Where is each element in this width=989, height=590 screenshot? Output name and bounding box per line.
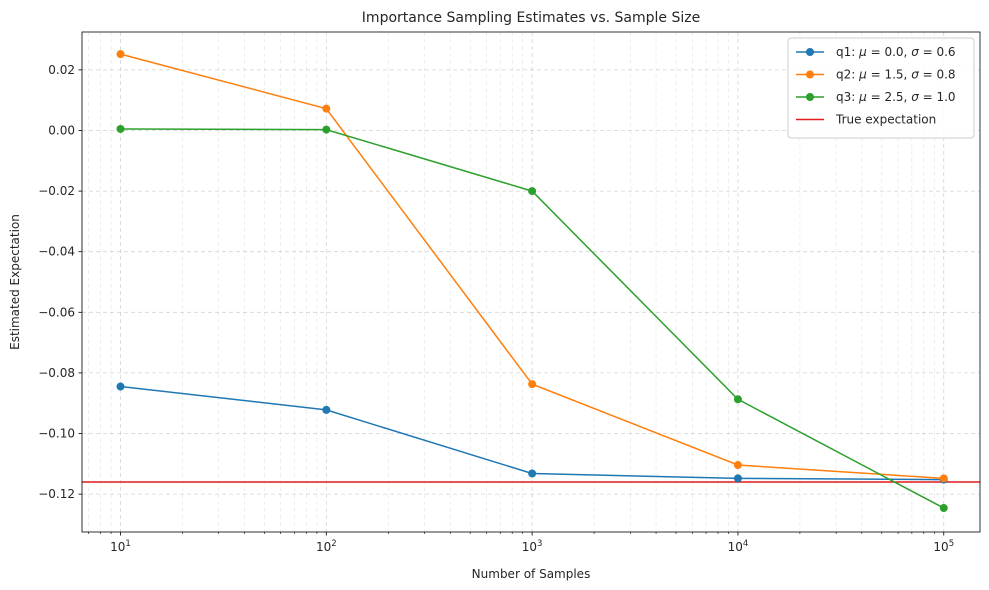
q3-data-point: [528, 187, 537, 196]
legend-label-true-expectation: True expectation: [835, 113, 936, 127]
x-tick-label-exponent: 2: [331, 539, 336, 549]
y-tick-label: −0.04: [38, 245, 75, 259]
legend-label-q1: q1: μ = 0.0, σ = 0.6: [836, 45, 956, 59]
plot-frame: [81, 31, 981, 533]
x-tick-label-base: 10: [110, 540, 125, 554]
x-tick-label: 104: [728, 539, 749, 554]
legend-mu-value: 0.0: [884, 45, 903, 59]
q1-data-point: [528, 469, 537, 478]
y-tick-label: −0.08: [38, 366, 75, 380]
x-tick-label-exponent: 4: [743, 539, 748, 549]
y-tick-label: −0.02: [38, 184, 75, 198]
x-tick-label: 105: [933, 539, 954, 554]
x-tick-label-exponent: 1: [125, 539, 130, 549]
q2-data-point: [528, 380, 537, 389]
chart-title: Importance Sampling Estimates vs. Sample…: [362, 10, 700, 26]
legend-label-q2: q2: μ = 1.5, σ = 0.8: [836, 68, 956, 82]
q1-data-point: [116, 382, 125, 391]
legend-sigma-value: 1.0: [936, 90, 955, 104]
legend-series-name: q3: [836, 90, 851, 104]
q2-data-point: [939, 474, 948, 483]
legend-label-q3: q3: μ = 2.5, σ = 1.0: [836, 90, 956, 104]
y-tick-label: −0.10: [38, 427, 75, 441]
grid: [82, 32, 980, 532]
y-tick-label: 0.02: [48, 63, 75, 77]
x-tick-label-exponent: 3: [537, 539, 542, 549]
x-tick-label-base: 10: [316, 540, 331, 554]
legend-sigma-value: 0.8: [936, 68, 955, 82]
x-tick-label: 103: [522, 539, 543, 554]
x-tick-label: 101: [110, 539, 131, 554]
legend-marker-q1: [806, 48, 814, 56]
legend-true-expectation-text: True expectation: [835, 113, 936, 127]
q2-data-point: [322, 104, 331, 113]
legend-series-name: q1: [836, 45, 851, 59]
legend-sigma-value: 0.6: [936, 45, 955, 59]
y-axis-title: Estimated Expectation: [8, 214, 22, 350]
y-tick-label: −0.12: [38, 487, 75, 501]
legend-mu-value: 2.5: [884, 90, 903, 104]
x-tick-label-base: 10: [933, 540, 948, 554]
x-axis-title: Number of Samples: [472, 567, 591, 581]
q1-data-point: [733, 474, 742, 483]
legend-box: [787, 37, 975, 139]
axis-ticks: 0.020.00−0.02−0.04−0.06−0.08−0.10−0.1210…: [38, 63, 954, 554]
q3-data-point: [939, 504, 948, 513]
q2-data-point: [733, 461, 742, 470]
legend-series-name: q2: [836, 68, 851, 82]
x-tick-label-base: 10: [522, 540, 537, 554]
q3-data-point: [116, 124, 125, 133]
y-tick-label: −0.06: [38, 305, 75, 319]
legend-mu-value: 1.5: [884, 68, 903, 82]
y-tick-label: 0.00: [48, 123, 75, 137]
q2-data-point: [116, 50, 125, 59]
legend-marker-q2: [806, 70, 814, 79]
q1-data-point: [322, 405, 331, 414]
x-tick-label-exponent: 5: [949, 539, 954, 549]
legend: q1: μ = 0.0, σ = 0.6 q2: μ = 1.5, σ = 0.8…: [787, 37, 975, 139]
q3-data-point: [322, 125, 331, 134]
q3-data-point: [733, 395, 742, 404]
x-tick-label: 102: [316, 539, 337, 554]
legend-marker-q3: [806, 93, 814, 101]
series-group: [116, 50, 948, 513]
x-tick-label-base: 10: [728, 540, 743, 554]
